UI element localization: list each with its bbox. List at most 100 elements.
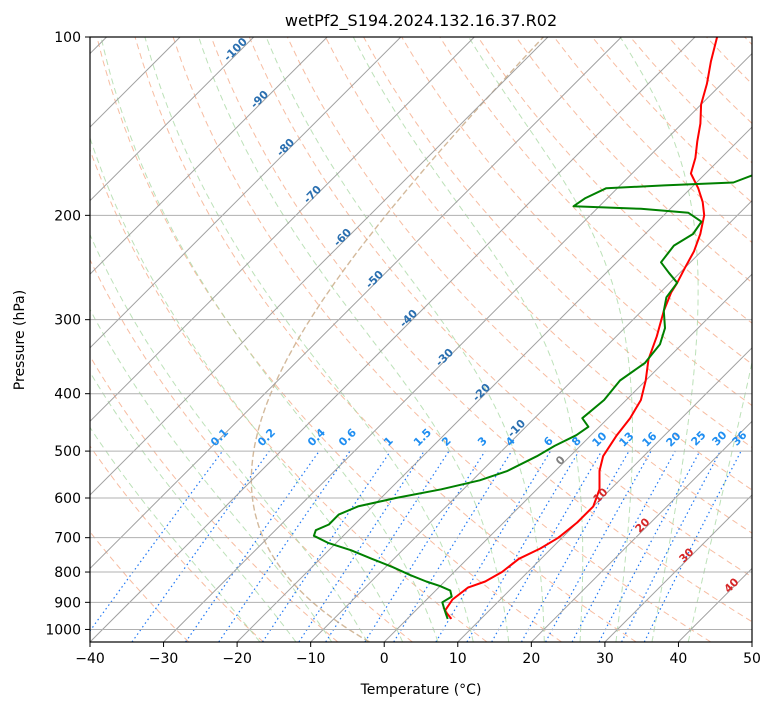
moist-adiabat [90, 136, 404, 642]
pressure-grid [90, 37, 752, 630]
isotherm [604, 494, 752, 642]
mixing-ratio-line [571, 450, 676, 642]
mixing-ratio-line [261, 450, 391, 642]
mixing-ratio-label: 1 [381, 434, 396, 449]
mixing-ratio-label: 10 [590, 429, 610, 449]
x-tick-label: −10 [296, 651, 326, 667]
mixing-ratio-line [325, 450, 450, 642]
moist-adiabat [144, 37, 474, 642]
inline-labels: -100-90-80-70-60-50-40-30-20-1000.1 0.2 0.… [208, 35, 750, 596]
dry-adiabat [90, 258, 413, 642]
moist-adiabat [198, 37, 510, 642]
y-tick-label: 1000 [45, 622, 81, 638]
wet-bulb-zero-line [250, 37, 544, 642]
dry-adiabat [90, 531, 190, 642]
mixing-ratio-line [185, 450, 320, 642]
moist-adiabat-label: -50 [363, 268, 386, 291]
moist-adiabat [687, 360, 752, 642]
moist-adiabat [90, 233, 368, 642]
mixing-ratio-line [298, 450, 425, 642]
x-tick-label: 10 [449, 651, 467, 667]
y-tick-label: 300 [54, 313, 81, 329]
dry-adiabat [744, 37, 752, 46]
x-tick-label: 50 [743, 651, 761, 667]
dry-adiabat [90, 355, 339, 642]
mixing-ratio-line [393, 450, 513, 642]
isotherm [90, 37, 475, 423]
x-tick-label: −30 [149, 651, 179, 667]
moist-adiabat-label: -100 [221, 35, 250, 64]
mixing-ratio-line [598, 450, 701, 642]
mixing-ratio-label: 20 [664, 429, 684, 449]
x-tick-label: −20 [222, 651, 252, 667]
moist-adiabat-label: -90 [248, 88, 271, 111]
isotherm [90, 37, 549, 496]
moist-adiabat [352, 37, 584, 642]
moist-adiabat-label: -80 [274, 136, 297, 159]
moist-adiabat [468, 37, 633, 642]
dry-adiabat-label: 20 [633, 515, 653, 535]
mixing-ratio-label: 25 [689, 429, 709, 449]
isotherm [751, 641, 752, 642]
mixing-ratio-label: 2 [439, 434, 454, 449]
y-tick-label: 100 [54, 30, 81, 46]
mixing-ratio-line [131, 450, 270, 642]
dry-adiabat [134, 37, 637, 642]
dewpoint-line [312, 174, 752, 620]
isotherm [163, 52, 752, 642]
profile-lines [312, 37, 752, 620]
dry-adiabat [172, 37, 712, 642]
dry-adiabat [706, 37, 752, 85]
moist-adiabat-label: -70 [301, 183, 324, 206]
x-tick-label: 40 [670, 651, 688, 667]
mixing-ratio-line [643, 450, 742, 642]
mixing-ratio-label: 0.6 [336, 426, 359, 449]
x-tick-label: −40 [75, 651, 105, 667]
moist-adiabat-label: -60 [331, 226, 354, 249]
moist-adiabat [265, 37, 545, 642]
dry-adiabat-label: 30 [677, 545, 697, 565]
plot-frame [89, 36, 753, 643]
isotherm [90, 37, 328, 275]
isotherm [236, 126, 752, 642]
mixing-ratio-label: 30 [710, 428, 730, 448]
mixing-ratio-label: 36 [730, 428, 750, 448]
dry-adiabat [90, 445, 264, 642]
dry-adiabat [515, 37, 752, 284]
dry-adiabat [325, 37, 752, 491]
mixing-ratio-line [435, 450, 552, 642]
isotherm [90, 37, 622, 570]
isotherm [530, 420, 752, 642]
dry-adiabat [439, 37, 752, 365]
mixing-ratio-label: 0.1 [208, 426, 231, 449]
mixing-ratio-line [90, 450, 223, 632]
y-tick-label: 500 [54, 444, 81, 460]
y-tick-label: 200 [54, 208, 81, 224]
dry-adiabat [629, 37, 752, 164]
dry-adiabat-label: 40 [722, 575, 742, 595]
x-tick-label: 0 [380, 651, 389, 667]
y-axis: 100 200 300 400 500 600 700 800 900 1000 [45, 30, 90, 638]
dry-adiabat [90, 148, 488, 642]
moist-adiabat [90, 371, 297, 642]
mixing-ratio-label: 3 [475, 434, 490, 449]
moist-adiabat-label: -20 [470, 381, 493, 404]
mixing-ratio-line [364, 450, 486, 642]
mixing-ratio-label: 16 [640, 429, 660, 449]
moist-adiabat-label: -30 [433, 346, 456, 369]
isotherm [90, 37, 402, 349]
x-axis: −40 −30 −20 −10 0 10 20 30 40 50 [75, 642, 761, 667]
moist-adiabat [100, 37, 439, 642]
moist-adiabat-label: -40 [397, 307, 420, 330]
y-tick-label: 700 [54, 531, 81, 547]
mixing-ratio-line [218, 450, 351, 642]
dry-adiabat [210, 37, 752, 623]
moist-adiabat [619, 37, 699, 642]
isotherm [457, 347, 752, 642]
y-tick-label: 800 [54, 565, 81, 581]
y-tick-label: 900 [54, 595, 81, 611]
dry-adiabat [553, 37, 752, 244]
background-lines [90, 37, 752, 642]
dry-adiabat [96, 37, 562, 642]
